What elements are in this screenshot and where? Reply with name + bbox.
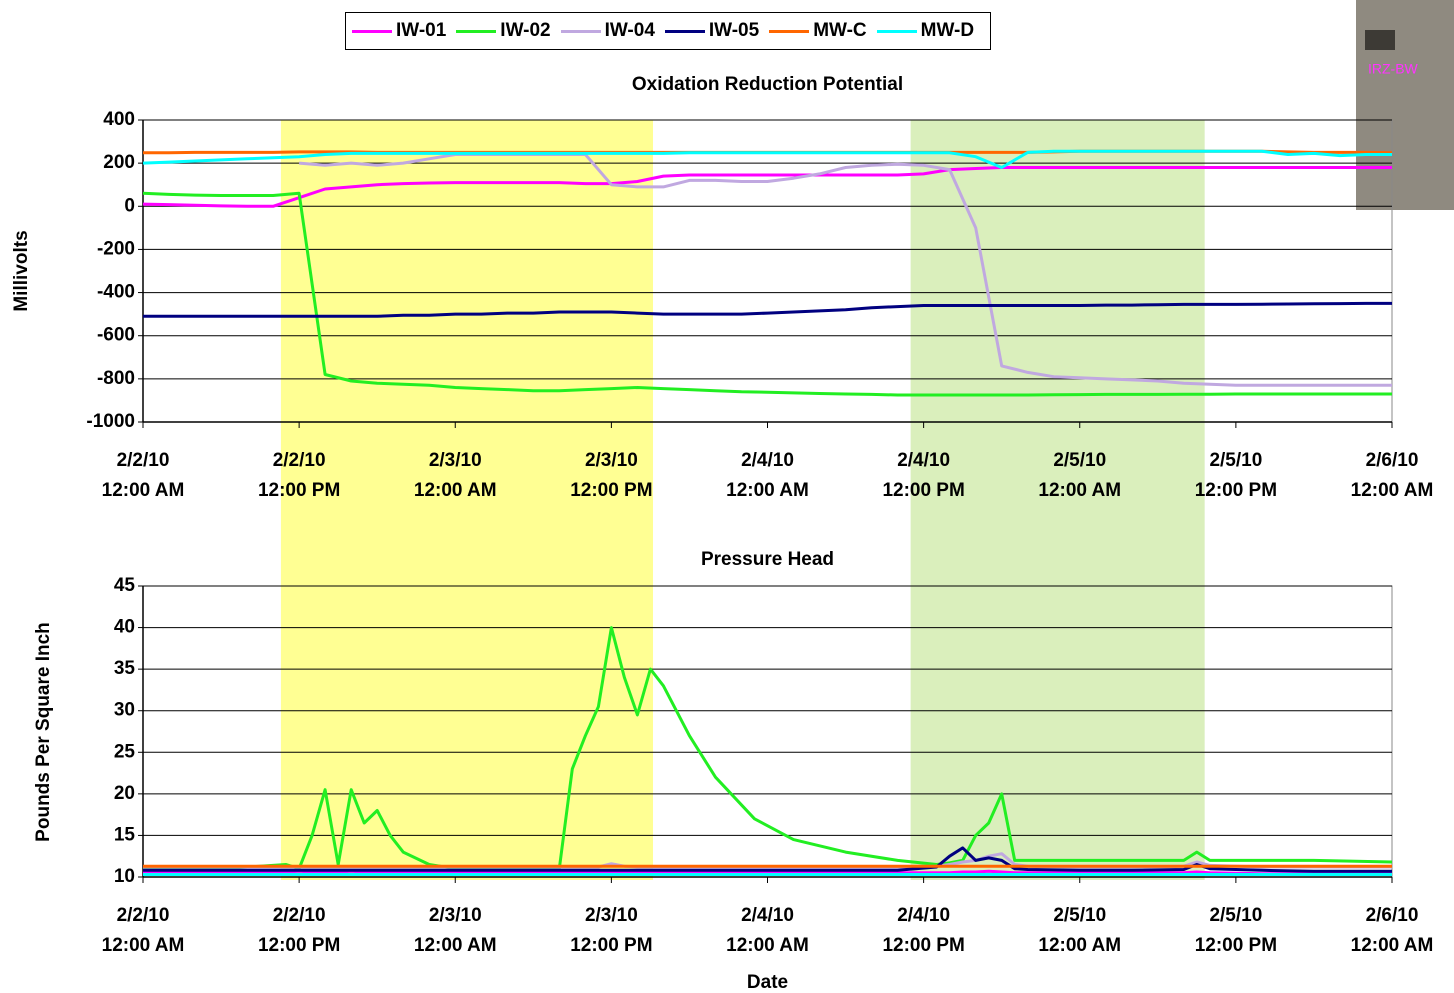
y-tick-label: -800: [97, 368, 135, 389]
y-tick-label: 10: [114, 866, 135, 887]
legend-label: MW-D: [920, 20, 975, 41]
shaded-region: [280, 120, 654, 880]
x-tick-label: 2/6/10 12:00 AM: [1350, 905, 1434, 956]
inset-detail: [1365, 30, 1395, 50]
y-tick-label: 45: [114, 575, 136, 596]
legend-entry: IW-02: [456, 20, 551, 42]
x-tick-label: 2/2/10 12:00 AM: [101, 450, 185, 501]
y-axis-label: Millivolts: [11, 230, 32, 312]
y-tick-label: 400: [103, 109, 135, 130]
y-tick-label: 35: [114, 658, 136, 679]
y-tick-label: 30: [114, 700, 135, 721]
x-tick-label: 2/3/10 12:00 PM: [570, 450, 653, 501]
x-tick-label: 2/5/10 12:00 AM: [1038, 450, 1122, 501]
series-line: [142, 149, 1392, 169]
x-tick-label: 2/6/10 12:00 AM: [1350, 450, 1434, 501]
x-tick-label: 2/4/10 12:00 PM: [882, 905, 965, 956]
x-tick-label: 2/4/10 12:00 AM: [726, 450, 809, 501]
series-line: [143, 301, 1392, 318]
y-tick-label: 15: [114, 824, 136, 845]
x-tick-label: 2/2/10 12:00 PM: [257, 905, 341, 956]
legend-entry: MW-C: [769, 20, 867, 42]
legend-entry: IW-05: [664, 20, 760, 42]
y-axis-label: Pounds Per Square Inch: [33, 621, 54, 842]
legend-label: MW-C: [813, 20, 867, 41]
chart-title: Pressure Head: [701, 549, 834, 570]
legend-swatch: [560, 29, 601, 33]
series-line: [143, 846, 1392, 873]
y-tick-label: 200: [103, 152, 135, 173]
legend-label: IW-02: [500, 20, 551, 41]
chart-title: Oxidation Reduction Potential: [632, 74, 903, 95]
legend-swatch: [769, 29, 810, 33]
legend-entry: IW-04: [560, 20, 655, 42]
x-tick-label: 2/3/10 12:00 AM: [413, 905, 497, 956]
legend-swatch: [876, 29, 917, 33]
legend-label: IW-04: [604, 20, 655, 41]
y-tick-label: 40: [114, 617, 135, 638]
y-tick-label: 0: [124, 195, 135, 216]
legend-entry: IW-01: [352, 20, 446, 42]
legend-swatch: [664, 29, 705, 33]
series-line: [143, 626, 1393, 871]
x-tick-label: 2/5/10 12:00 AM: [1038, 905, 1122, 956]
y-tick-label: -400: [97, 282, 135, 303]
y-tick-label: -200: [97, 238, 135, 259]
x-tick-label: 2/3/10 12:00 PM: [570, 905, 653, 956]
legend-swatch: [352, 29, 392, 33]
legend-label: IW-01: [396, 20, 447, 41]
x-tick-label: 2/2/10 12:00 AM: [101, 905, 185, 956]
x-tick-label: 2/4/10 12:00 PM: [882, 450, 965, 501]
inset-label: IRZ-BW: [1368, 61, 1419, 77]
x-tick-label: 2/5/10 12:00 PM: [1194, 450, 1278, 501]
x-tick-label: 2/2/10 12:00 PM: [257, 450, 341, 501]
x-tick-label: 2/3/10 12:00 AM: [413, 450, 497, 501]
series-line: [142, 191, 1392, 397]
legend-label: IW-05: [708, 20, 760, 41]
y-tick-label: 25: [114, 741, 136, 762]
legend: IW-01 IW-02 IW-04 IW-05 MW-C MW-D: [345, 12, 992, 50]
y-tick-label: -1000: [86, 411, 135, 432]
y-tick-label: -600: [97, 325, 135, 346]
legend-swatch: [456, 29, 497, 33]
y-tick-label: 20: [114, 783, 135, 804]
series-line: [142, 166, 1392, 208]
legend-entry: MW-D: [876, 20, 975, 42]
x-tick-label: 2/5/10 12:00 PM: [1194, 905, 1278, 956]
x-axis-label: Date: [747, 972, 788, 993]
x-tick-label: 2/4/10 12:00 AM: [726, 905, 809, 956]
shaded-region: [910, 120, 1205, 880]
